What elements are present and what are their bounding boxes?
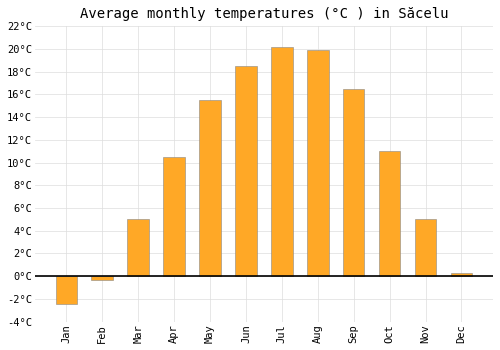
- Bar: [92, 276, 113, 280]
- Bar: [56, 276, 77, 304]
- Bar: [415, 219, 436, 276]
- Bar: [343, 89, 364, 276]
- Bar: [235, 66, 256, 276]
- Bar: [199, 100, 221, 276]
- Bar: [164, 157, 185, 276]
- Bar: [307, 50, 328, 276]
- Bar: [450, 273, 472, 276]
- Bar: [271, 47, 292, 276]
- Bar: [379, 151, 400, 276]
- Title: Average monthly temperatures (°C ) in Săcelu: Average monthly temperatures (°C ) in Să…: [80, 7, 448, 21]
- Bar: [128, 219, 149, 276]
